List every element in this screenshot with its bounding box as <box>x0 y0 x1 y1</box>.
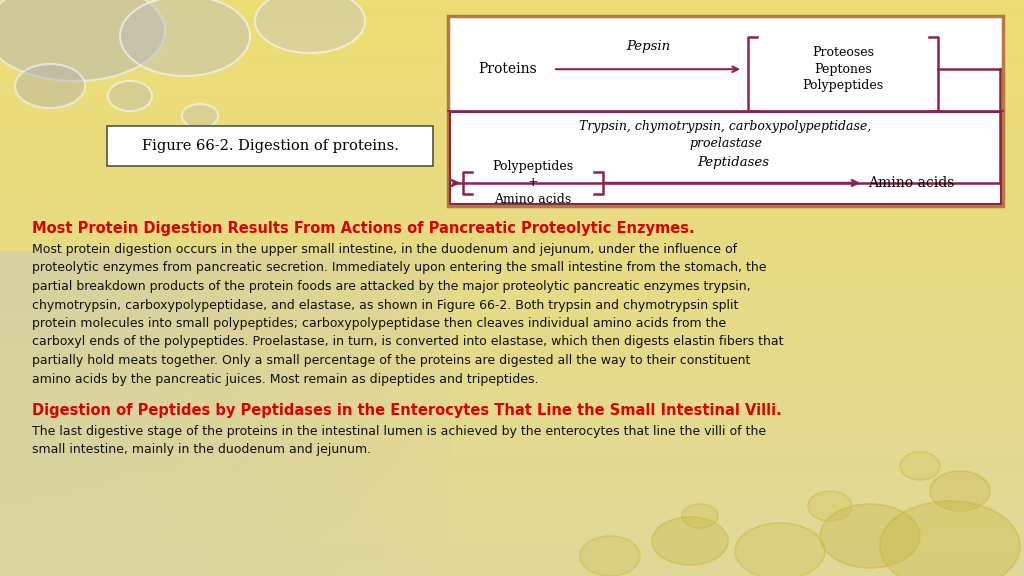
FancyBboxPatch shape <box>450 112 1001 204</box>
Text: chymotrypsin, carboxypolypeptidase, and elastase, as shown in Figure 66-2. Both : chymotrypsin, carboxypolypeptidase, and … <box>32 298 738 312</box>
Text: The last digestive stage of the proteins in the intestinal lumen is achieved by : The last digestive stage of the proteins… <box>32 425 766 438</box>
Ellipse shape <box>900 452 940 480</box>
Text: Proteoses
Peptones
Polypeptides: Proteoses Peptones Polypeptides <box>803 46 884 92</box>
Text: Figure 66-2. Digestion of proteins.: Figure 66-2. Digestion of proteins. <box>141 139 398 153</box>
Text: Most protein digestion occurs in the upper small intestine, in the duodenum and : Most protein digestion occurs in the upp… <box>32 243 737 256</box>
Ellipse shape <box>580 536 640 576</box>
Text: amino acids by the pancreatic juices. Most remain as dipeptides and tripeptides.: amino acids by the pancreatic juices. Mo… <box>32 373 539 385</box>
Text: Proteins: Proteins <box>478 62 538 76</box>
Text: Amino acids: Amino acids <box>868 176 954 190</box>
Ellipse shape <box>108 81 152 111</box>
Ellipse shape <box>880 501 1020 576</box>
Ellipse shape <box>120 0 250 76</box>
Text: Digestion of Peptides by Peptidases in the Enterocytes That Line the Small Intes: Digestion of Peptides by Peptidases in t… <box>32 403 781 418</box>
FancyBboxPatch shape <box>106 126 433 166</box>
Ellipse shape <box>255 0 365 53</box>
FancyBboxPatch shape <box>449 16 1002 206</box>
Ellipse shape <box>182 104 218 128</box>
Text: partially hold meats together. Only a small percentage of the proteins are diges: partially hold meats together. Only a sm… <box>32 354 751 367</box>
Ellipse shape <box>15 64 85 108</box>
Ellipse shape <box>735 523 825 576</box>
Text: partial breakdown products of the protein foods are attacked by the major proteo: partial breakdown products of the protei… <box>32 280 751 293</box>
Ellipse shape <box>930 471 990 511</box>
Text: Most Protein Digestion Results From Actions of Pancreatic Proteolytic Enzymes.: Most Protein Digestion Results From Acti… <box>32 221 694 236</box>
Text: Polypeptides
+
Amino acids: Polypeptides + Amino acids <box>493 160 573 206</box>
Ellipse shape <box>682 504 718 528</box>
Ellipse shape <box>0 0 165 81</box>
Text: Peptidases: Peptidases <box>697 156 769 169</box>
Text: protein molecules into small polypeptides; carboxypolypeptidase then cleaves ind: protein molecules into small polypeptide… <box>32 317 726 330</box>
Text: small intestine, mainly in the duodenum and jejunum.: small intestine, mainly in the duodenum … <box>32 444 371 457</box>
Ellipse shape <box>652 517 728 565</box>
Text: Trypsin, chymotrypsin, carboxypolypeptidase,
proelastase: Trypsin, chymotrypsin, carboxypolypeptid… <box>580 120 871 150</box>
Ellipse shape <box>820 504 920 568</box>
Text: proteolytic enzymes from pancreatic secretion. Immediately upon entering the sma: proteolytic enzymes from pancreatic secr… <box>32 262 767 275</box>
Ellipse shape <box>808 491 852 521</box>
Text: carboxyl ends of the polypeptides. Proelastase, in turn, is converted into elast: carboxyl ends of the polypeptides. Proel… <box>32 335 783 348</box>
Text: Pepsin: Pepsin <box>626 40 670 53</box>
